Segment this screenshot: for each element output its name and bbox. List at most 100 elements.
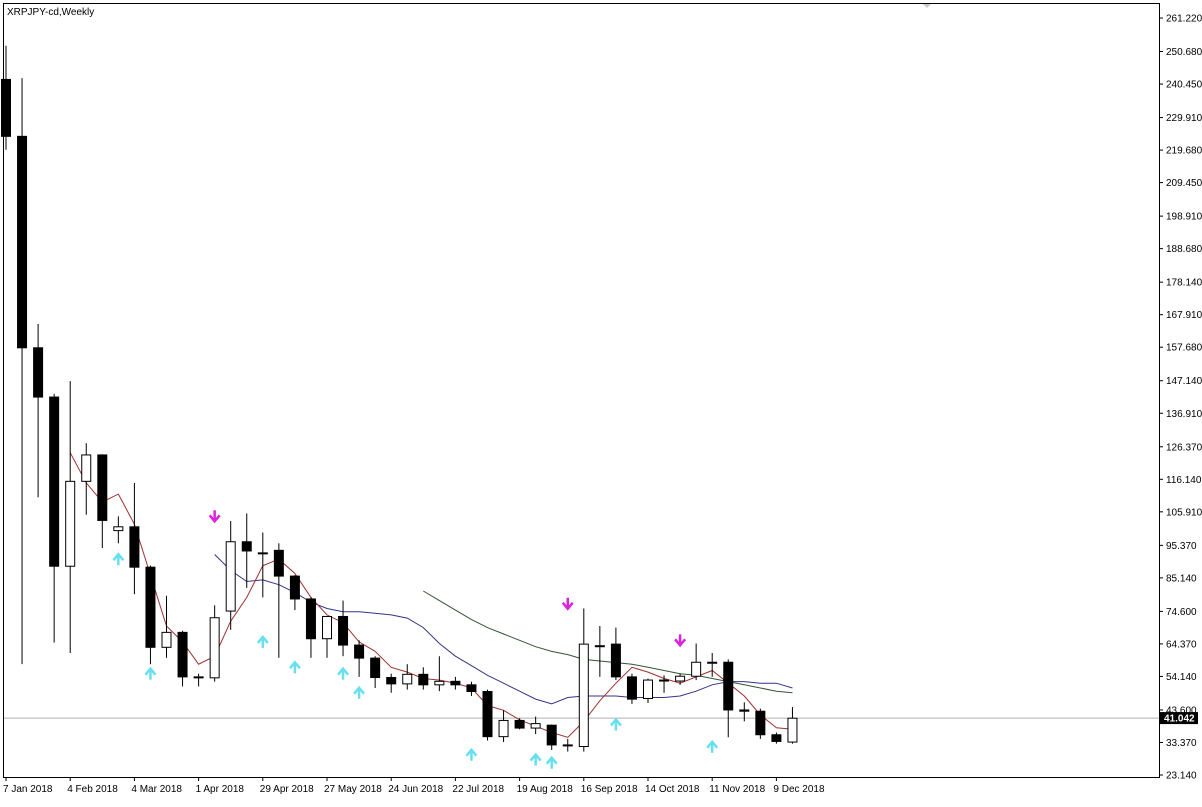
arrow-down-head <box>674 638 687 648</box>
candle-body <box>562 744 573 747</box>
y-tick-label: 229.910 <box>1166 113 1202 124</box>
candle-body <box>241 541 252 552</box>
arrow-up-head <box>112 552 125 562</box>
candle <box>65 381 76 654</box>
arrow-up-icon <box>288 660 301 674</box>
current-price-badge: 41.042 <box>1160 712 1198 725</box>
arrow-up-head <box>144 666 157 676</box>
x-tick-label: 19 Aug 2018 <box>517 784 574 795</box>
x-tick-label: 11 Nov 2018 <box>709 784 765 795</box>
y-tick-label: 209.450 <box>1166 178 1202 189</box>
candle-body <box>193 676 204 679</box>
candle-body <box>787 717 798 743</box>
candle-body <box>594 645 605 648</box>
candle-body <box>675 675 686 682</box>
candle <box>289 575 300 611</box>
arrow-up-head <box>465 747 478 757</box>
candle <box>161 595 172 658</box>
y-tick-label: 54.140 <box>1166 672 1197 683</box>
arrow-up-icon <box>144 666 157 680</box>
chart-title: XRPJPY-cd,Weekly <box>7 7 94 18</box>
candle-body <box>161 631 172 648</box>
current-price-label: 41.042 <box>1164 714 1195 725</box>
y-axis: 261.220 250.680 240.450 229.910 219.680 209.4… <box>1159 14 1202 782</box>
x-tick-label: 27 May 2018 <box>324 784 382 795</box>
candle-body <box>97 454 108 521</box>
arrow-down-head <box>208 514 221 524</box>
candle-body <box>514 719 525 729</box>
candle <box>675 673 686 685</box>
arrow-up-icon <box>353 685 366 699</box>
x-tick-label: 4 Mar 2018 <box>131 784 182 795</box>
scroll-marker-icon[interactable] <box>923 4 931 8</box>
y-tick-label: 105.910 <box>1166 507 1202 518</box>
candle <box>578 608 589 752</box>
candle-body <box>386 677 397 685</box>
candle <box>626 673 637 704</box>
candle-body <box>466 684 477 693</box>
arrow-up-icon <box>112 552 125 566</box>
candle <box>241 513 252 588</box>
y-tick-label: 136.910 <box>1166 409 1202 420</box>
candle <box>177 630 188 687</box>
candle <box>434 656 445 692</box>
x-tick-label: 29 Apr 2018 <box>260 784 314 795</box>
candle-body <box>610 643 621 678</box>
candle-body <box>402 673 413 685</box>
candle <box>209 605 220 682</box>
candle <box>450 676 461 690</box>
candle <box>659 675 670 693</box>
y-tick-label: 157.680 <box>1166 343 1202 354</box>
candle <box>466 681 477 696</box>
candle-body <box>65 480 76 567</box>
arrow-up-icon <box>465 747 478 761</box>
y-tick-label: 250.680 <box>1166 47 1202 58</box>
candle-body <box>626 676 637 700</box>
candle-body <box>209 617 220 679</box>
candle <box>562 738 573 752</box>
candle <box>755 708 766 739</box>
candle <box>129 482 140 595</box>
candle-body <box>578 643 589 748</box>
arrow-down-icon <box>208 510 221 524</box>
x-tick-label: 4 Feb 2018 <box>67 784 118 795</box>
candle <box>354 640 365 677</box>
candle-body <box>338 615 349 646</box>
candle-body <box>49 396 60 567</box>
y-tick-label: 95.370 <box>1166 541 1197 552</box>
candle-body <box>289 575 300 600</box>
candle-body <box>17 135 28 349</box>
candle-body <box>739 709 750 712</box>
x-tick-label: 24 Jun 2018 <box>388 784 443 795</box>
y-tick-label: 126.370 <box>1166 442 1202 453</box>
candle <box>546 724 557 751</box>
candle-body <box>1 78 11 137</box>
candle-body <box>370 657 381 679</box>
arrow-up-head <box>609 717 622 727</box>
x-axis: 7 Jan 2018 4 Feb 2018 4 Mar 2018 1 Apr 2018… <box>3 777 825 795</box>
candle <box>193 673 204 687</box>
candle <box>610 627 621 681</box>
y-tick-label: 198.910 <box>1166 212 1202 223</box>
candle-body <box>691 661 702 677</box>
candle <box>691 643 702 681</box>
arrow-down-icon <box>674 634 687 648</box>
candle <box>145 565 156 665</box>
candle-body <box>418 673 429 686</box>
candle-body <box>659 679 670 682</box>
candles-layer <box>1 45 798 752</box>
candle-body <box>145 566 156 648</box>
candle-body <box>643 679 653 699</box>
y-tick-label: 85.140 <box>1166 573 1197 584</box>
candle <box>370 656 381 689</box>
arrow-down-head <box>561 601 574 611</box>
candle-body <box>177 631 188 678</box>
arrow-down-icon <box>561 597 574 611</box>
candle <box>81 443 92 515</box>
candle-body <box>707 661 718 664</box>
candle <box>97 454 108 549</box>
candle-body <box>723 661 734 711</box>
x-tick-label: 16 Sep 2018 <box>581 784 638 795</box>
candle <box>771 732 782 744</box>
